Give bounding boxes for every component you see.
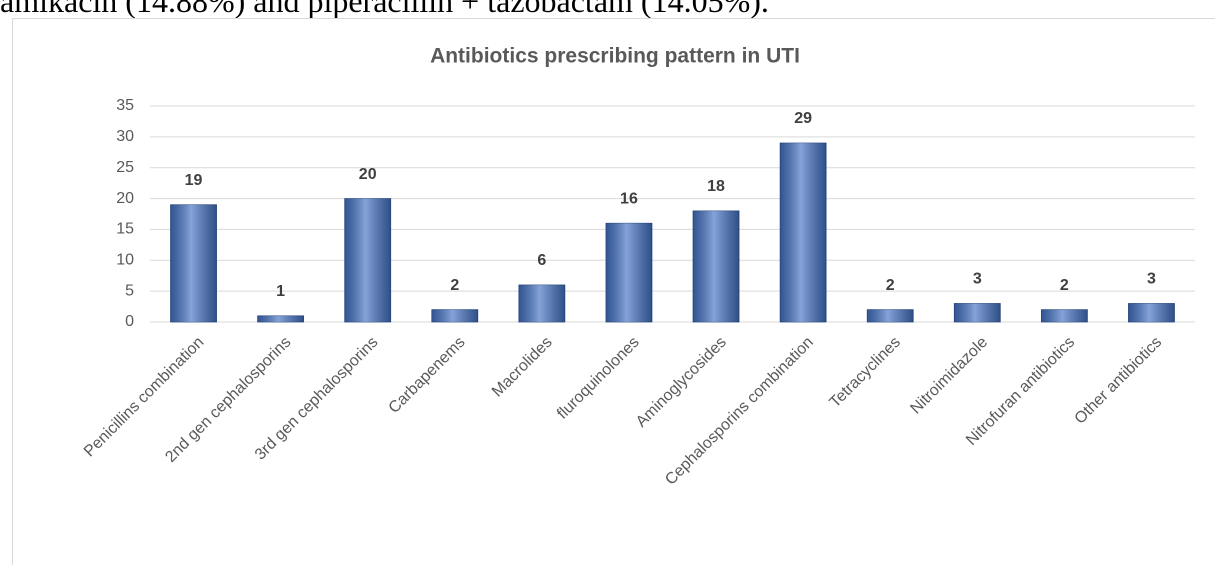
data-label: 2 [1060, 277, 1069, 294]
data-label: 18 [707, 178, 725, 195]
y-tick-label: 0 [125, 313, 134, 330]
bar-shine [257, 315, 304, 322]
data-label: 20 [359, 166, 377, 183]
chart-frame [12, 18, 1215, 565]
y-tick-label: 15 [116, 221, 134, 238]
y-tick-label: 5 [125, 282, 134, 299]
bar-shine [954, 303, 1001, 322]
bar-shine [170, 204, 217, 322]
data-label: 6 [537, 252, 546, 269]
y-tick-label: 10 [116, 252, 134, 269]
bar-shine [780, 143, 827, 322]
data-label: 3 [1147, 271, 1156, 288]
bar-shine [1041, 309, 1088, 322]
y-tick-label: 20 [116, 190, 134, 207]
document-text: amikacin (14.88%) and piperacillin + taz… [0, 0, 769, 19]
y-tick-label: 35 [116, 97, 134, 114]
x-tick-label: Macrolides [489, 334, 556, 401]
data-label: 3 [973, 271, 982, 288]
x-tick-label: fluroquinolones [554, 334, 643, 423]
bar-shine [518, 284, 565, 322]
x-tick-label: Nitroimidazole [907, 334, 991, 418]
data-label: 19 [185, 172, 203, 189]
chart-title: Antibiotics prescribing pattern in UTI [430, 45, 800, 68]
x-tick-label: Other antibiotics [1072, 334, 1166, 428]
data-label: 29 [794, 110, 812, 127]
bar-shine [693, 210, 740, 322]
bar-shine [1128, 303, 1175, 322]
data-label: 16 [620, 190, 638, 207]
x-tick-label: Aminoglycosides [633, 334, 730, 431]
x-tick-label: Cephalosporins combination [662, 334, 817, 489]
y-tick-label: 30 [116, 128, 134, 145]
bar-shine [605, 223, 652, 322]
data-label: 1 [276, 283, 285, 300]
x-tick-label: Carbapenems [386, 334, 469, 417]
x-tick-label: Tetracyclines [827, 334, 904, 411]
data-label: 2 [450, 277, 459, 294]
y-tick-label: 25 [116, 159, 134, 176]
bar-shine [344, 198, 391, 322]
bar-shine [431, 309, 478, 322]
data-label: 2 [886, 277, 895, 294]
bar-shine [867, 309, 914, 322]
